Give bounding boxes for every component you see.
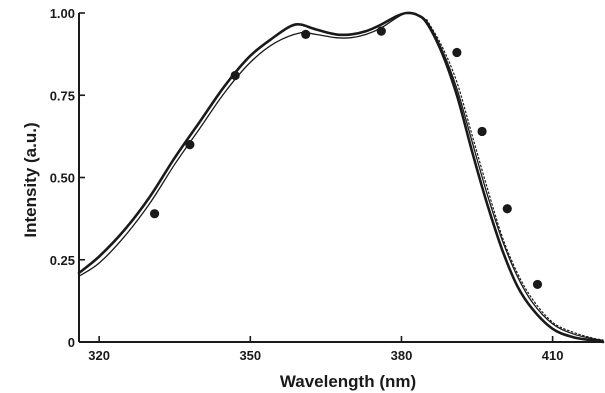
data-point-marker: [185, 140, 195, 150]
y-tick-label: 0: [68, 335, 75, 350]
data-point-marker: [149, 209, 160, 219]
y-tick-label: 0.50: [50, 171, 75, 186]
y-tick-label: 0.75: [50, 88, 75, 103]
data-point-marker: [477, 126, 487, 137]
axes: 0 0.25 0.50 0.75 1.00 320 350 380 410: [50, 6, 603, 363]
series-line-dotted: [426, 19, 604, 341]
x-ticks: 320 350 380 410: [88, 336, 563, 363]
series-line-solid-thick: [77, 11, 605, 344]
x-tick-label: 410: [542, 348, 564, 363]
data-point-marker: [376, 26, 386, 36]
marker-layer: [149, 26, 543, 290]
data-point-marker: [452, 47, 462, 58]
x-tick-label: 320: [88, 348, 110, 363]
y-tick-label: 1.00: [50, 6, 75, 21]
y-axis-label: Intensity (a.u.): [21, 122, 40, 237]
series-layer: [77, 11, 605, 344]
data-point-marker: [532, 279, 543, 290]
data-point-marker: [230, 70, 240, 81]
x-axis-label: Wavelength (nm): [280, 372, 416, 391]
data-point-marker: [301, 29, 311, 39]
x-tick-label: 350: [239, 348, 261, 363]
data-point-marker: [502, 204, 512, 214]
series-line-solid-thin: [78, 12, 604, 342]
x-tick-label: 380: [391, 348, 413, 363]
y-tick-label: 0.25: [50, 253, 75, 268]
y-ticks: 0 0.25 0.50 0.75 1.00: [50, 6, 85, 350]
